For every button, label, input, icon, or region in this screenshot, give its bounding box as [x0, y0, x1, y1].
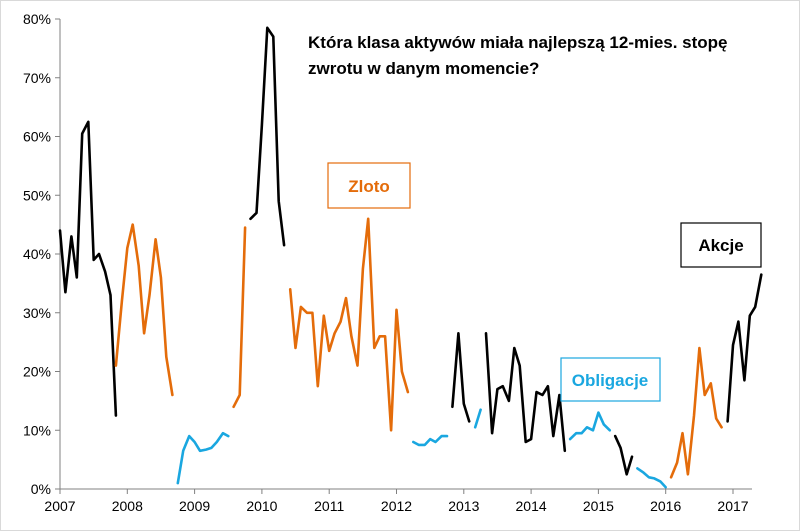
label-obligacje: Obligacje — [572, 371, 649, 390]
y-tick-label: 0% — [31, 481, 51, 497]
series-line-akcje — [249, 26, 286, 247]
y-tick-label: 40% — [23, 246, 51, 262]
x-tick-label: 2014 — [516, 498, 547, 514]
x-tick-label: 2017 — [717, 498, 748, 514]
x-tick-label: 2015 — [583, 498, 614, 514]
label-box-obligacje — [560, 357, 661, 402]
series-line-akcje — [726, 273, 763, 423]
x-tick-label: 2016 — [650, 498, 681, 514]
series-line-zloto — [114, 223, 174, 397]
x-tick-label: 2008 — [112, 498, 143, 514]
series-line-akcje — [58, 120, 118, 417]
series-line-obligacje — [176, 431, 230, 485]
x-tick-label: 2007 — [44, 498, 75, 514]
annotations: Która klasa aktywów miała najlepszą 12-m… — [308, 33, 762, 402]
label-akcje: Akcje — [698, 236, 743, 255]
series-line-zloto — [232, 226, 247, 409]
label-box-akcje — [680, 222, 762, 268]
x-tick-label: 2012 — [381, 498, 412, 514]
axes: 0% 10% 20% 30% 40% 50% 60% 70% 80% 2007 2008 2009 20… — [23, 11, 752, 514]
x-tick-label: 2009 — [179, 498, 210, 514]
y-tick-label: 70% — [23, 70, 51, 86]
series-line-zloto — [288, 217, 410, 432]
x-tick-label: 2013 — [448, 498, 479, 514]
chart-title-line-2: zwrotu w danym momencie? — [308, 59, 539, 78]
y-tick-label: 60% — [23, 129, 51, 145]
series-line-akcje — [451, 331, 471, 423]
y-tick-label: 20% — [23, 364, 51, 380]
x-tick-label: 2010 — [246, 498, 277, 514]
y-tick-label: 50% — [23, 187, 51, 203]
y-tick-label: 30% — [23, 305, 51, 321]
series-lines — [58, 26, 763, 489]
chart-title-line-1: Która klasa aktywów miała najlepszą 12-m… — [308, 33, 728, 52]
series-line-akcje — [484, 331, 567, 453]
series-line-obligacje — [411, 434, 449, 447]
series-line-obligacje — [568, 411, 612, 441]
series-line-obligacje — [473, 408, 482, 429]
x-tick-label: 2011 — [314, 498, 344, 514]
series-line-obligacje — [636, 467, 668, 489]
label-box-zloto — [327, 162, 411, 209]
series-line-akcje — [613, 434, 634, 476]
y-tick-label: 80% — [23, 11, 51, 27]
y-tick-label: 10% — [23, 422, 51, 438]
label-zloto: Zloto — [348, 177, 390, 196]
series-line-zloto — [669, 346, 723, 479]
